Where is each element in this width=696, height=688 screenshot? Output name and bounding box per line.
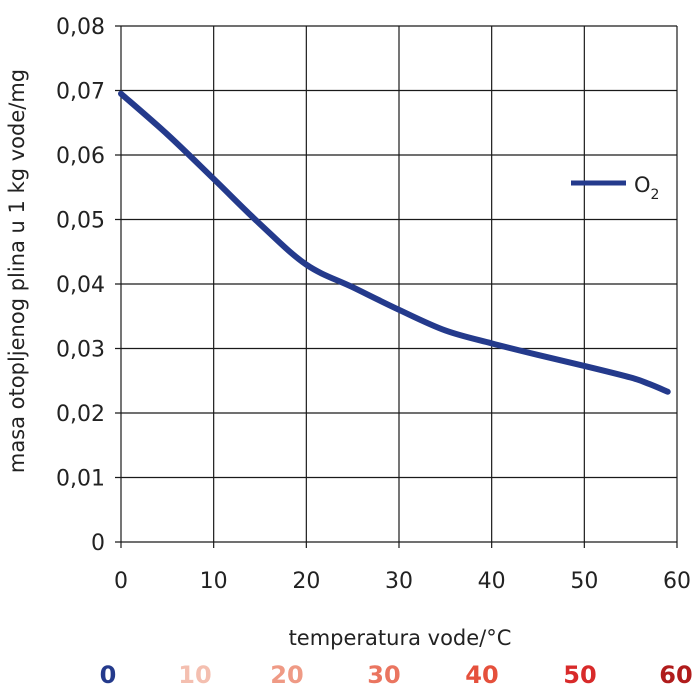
x-tick-label: 40 xyxy=(478,569,506,594)
y-tick-label: 0,07 xyxy=(56,80,105,105)
series-layer xyxy=(118,90,671,395)
legend-label-base: O xyxy=(634,173,651,197)
temperature-scale-label: 10 xyxy=(178,661,211,688)
temperature-scale-label: 0 xyxy=(100,661,117,688)
temperature-scale-label: 50 xyxy=(563,661,596,688)
grid xyxy=(115,25,678,548)
x-axis-title: temperatura vode/°C xyxy=(289,626,512,650)
y-tick-label: 0,04 xyxy=(56,273,105,298)
y-tick-label: 0 xyxy=(91,531,105,556)
y-tick-label: 0,03 xyxy=(56,338,105,363)
y-tick-label: 0,02 xyxy=(56,402,105,427)
temperature-scale-label: 60 xyxy=(659,661,692,688)
y-tick-label: 0,06 xyxy=(56,144,105,169)
temperature-scale-label: 40 xyxy=(465,661,498,688)
legend-label-o2: O2 xyxy=(634,173,659,203)
y-tick-label: 0,01 xyxy=(56,467,105,492)
y-tick-labels: 0 0,01 0,02 0,03 0,04 0,05 0,06 0,07 0,08 xyxy=(56,15,105,556)
x-tick-label: 50 xyxy=(570,569,598,594)
x-tick-label: 20 xyxy=(292,569,320,594)
y-axis-title: masa otopljenog plina u 1 kg vode/mg xyxy=(5,69,29,473)
temperature-scale-label: 20 xyxy=(270,661,303,688)
temperature-color-scale: 0 10 20 30 40 50 60 xyxy=(100,661,693,688)
x-tick-label: 30 xyxy=(385,569,413,594)
temperature-scale-label: 30 xyxy=(367,661,400,688)
legend-label-subscript: 2 xyxy=(651,187,660,203)
x-tick-label: 0 xyxy=(114,569,128,594)
y-tick-label: 0,08 xyxy=(56,15,105,40)
y-tick-label: 0,05 xyxy=(56,209,105,234)
x-tick-labels: 0 10 20 30 40 50 60 xyxy=(114,569,691,594)
x-tick-label: 10 xyxy=(200,569,228,594)
series-line-o2 xyxy=(118,90,671,395)
x-tick-label: 60 xyxy=(663,569,691,594)
legend: O2 xyxy=(571,173,659,203)
